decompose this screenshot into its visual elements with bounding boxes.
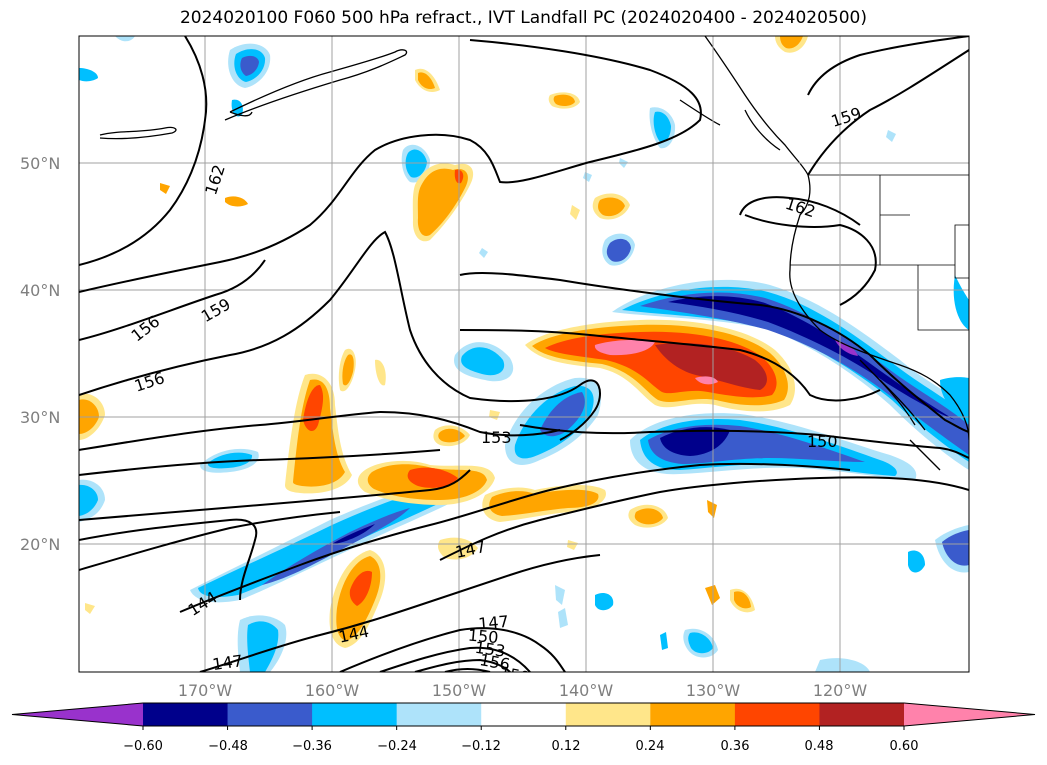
negative-anomaly-band-southwest — [190, 477, 470, 672]
colorbar-tick-label: −0.36 — [292, 739, 332, 754]
colorbar-tick-label: 0.48 — [805, 739, 834, 754]
contour-label: 153 — [474, 638, 507, 661]
lon-label: 160°W — [305, 681, 360, 700]
coastlines — [99, 36, 969, 471]
colorbar-swatch — [227, 703, 313, 726]
contour-144-west — [79, 511, 341, 571]
lat-label: 30°N — [20, 408, 60, 427]
contour-label: 156 — [478, 650, 511, 674]
colorbar-tick-label: 0.12 — [552, 739, 581, 754]
colorbar-swatch — [312, 703, 398, 726]
colorbar-ticks: −0.60 −0.48 −0.36 −0.24 −0.12 0.12 0.24 … — [123, 726, 918, 754]
contour-label: 147 — [211, 651, 244, 674]
colorbar-swatch — [396, 703, 482, 726]
negative-anomaly-blobs — [79, 36, 969, 672]
positive-anomaly-blobs — [79, 36, 808, 648]
contour-westmost-147 — [79, 518, 258, 601]
colorbar-tick-label: 0.36 — [721, 739, 750, 754]
contour-159-west — [79, 39, 702, 293]
lon-label: 150°W — [432, 681, 487, 700]
contour-153 — [79, 410, 561, 451]
state-boundaries — [790, 174, 969, 331]
contour-label: 150 — [467, 626, 499, 648]
contour-label: 147 — [477, 612, 509, 634]
contour-156-mid — [79, 230, 601, 441]
contour-south-nest-1 — [339, 627, 566, 672]
lon-label: 130°W — [686, 681, 741, 700]
contour-south-nest-4 — [444, 668, 491, 672]
lat-label: 40°N — [20, 281, 60, 300]
contour-east-loop — [739, 196, 861, 226]
lon-label: 140°W — [559, 681, 614, 700]
lon-label: 120°W — [813, 681, 868, 700]
contour-south-nest-2 — [379, 646, 531, 672]
colorbar-tick-label: −0.24 — [377, 739, 417, 754]
map-title: 2024020100 F060 500 hPa refract., IVT La… — [179, 8, 867, 28]
gridlines — [79, 36, 969, 672]
colorbar-swatch — [12, 703, 143, 726]
contour-162-west — [79, 36, 208, 266]
contour-eastern-150 — [519, 424, 969, 459]
contour-north-ridge — [807, 36, 969, 96]
contour-south-144 — [179, 462, 851, 613]
contour-eastern-156 — [459, 271, 969, 433]
colorbar-swatches — [11, 702, 1036, 727]
colorbar-swatch — [143, 703, 229, 726]
latitude-labels: 50°N 40°N 30°N 20°N — [20, 154, 60, 554]
contour-south-nest-3 — [414, 658, 511, 672]
contour-eastern-147 — [439, 476, 969, 561]
contour-eastern-153 — [459, 329, 881, 402]
contour-south-147 — [199, 554, 601, 672]
colorbar-swatch — [904, 703, 1035, 726]
map-border — [78, 35, 970, 673]
contour-162-east — [744, 214, 877, 306]
colorbar: −0.60 −0.48 −0.36 −0.24 −0.12 0.12 0.24 … — [11, 702, 1036, 754]
contour-label: 159 — [498, 663, 532, 688]
colorbar-tick-label: −0.48 — [208, 739, 248, 754]
contour-north-159 — [807, 49, 969, 176]
contour-150-west — [79, 449, 441, 476]
colorbar-swatch — [565, 703, 651, 726]
contour-label: 153 — [481, 428, 512, 447]
contour-156-west — [79, 259, 266, 341]
longitude-labels: 170°W 160°W 150°W 140°W 130°W 120°W — [178, 681, 868, 700]
negative-anomaly-band-northeast — [612, 279, 969, 470]
contour-147-west — [79, 469, 471, 521]
colorbar-tick-label: −0.60 — [123, 739, 163, 754]
colorbar-tick-label: 0.24 — [636, 739, 665, 754]
contour-label: 150 — [807, 432, 838, 451]
lon-label: 170°W — [178, 681, 233, 700]
colorbar-swatch — [734, 703, 820, 726]
refractivity-contours — [79, 36, 969, 672]
colorbar-tick-label: −0.12 — [461, 739, 501, 754]
colorbar-tick-label: 0.60 — [890, 739, 919, 754]
colorbar-swatch — [481, 703, 567, 726]
lat-label: 50°N — [20, 154, 60, 173]
colorbar-swatch — [819, 703, 905, 726]
lat-label: 20°N — [20, 535, 60, 554]
colorbar-swatch — [650, 703, 736, 726]
